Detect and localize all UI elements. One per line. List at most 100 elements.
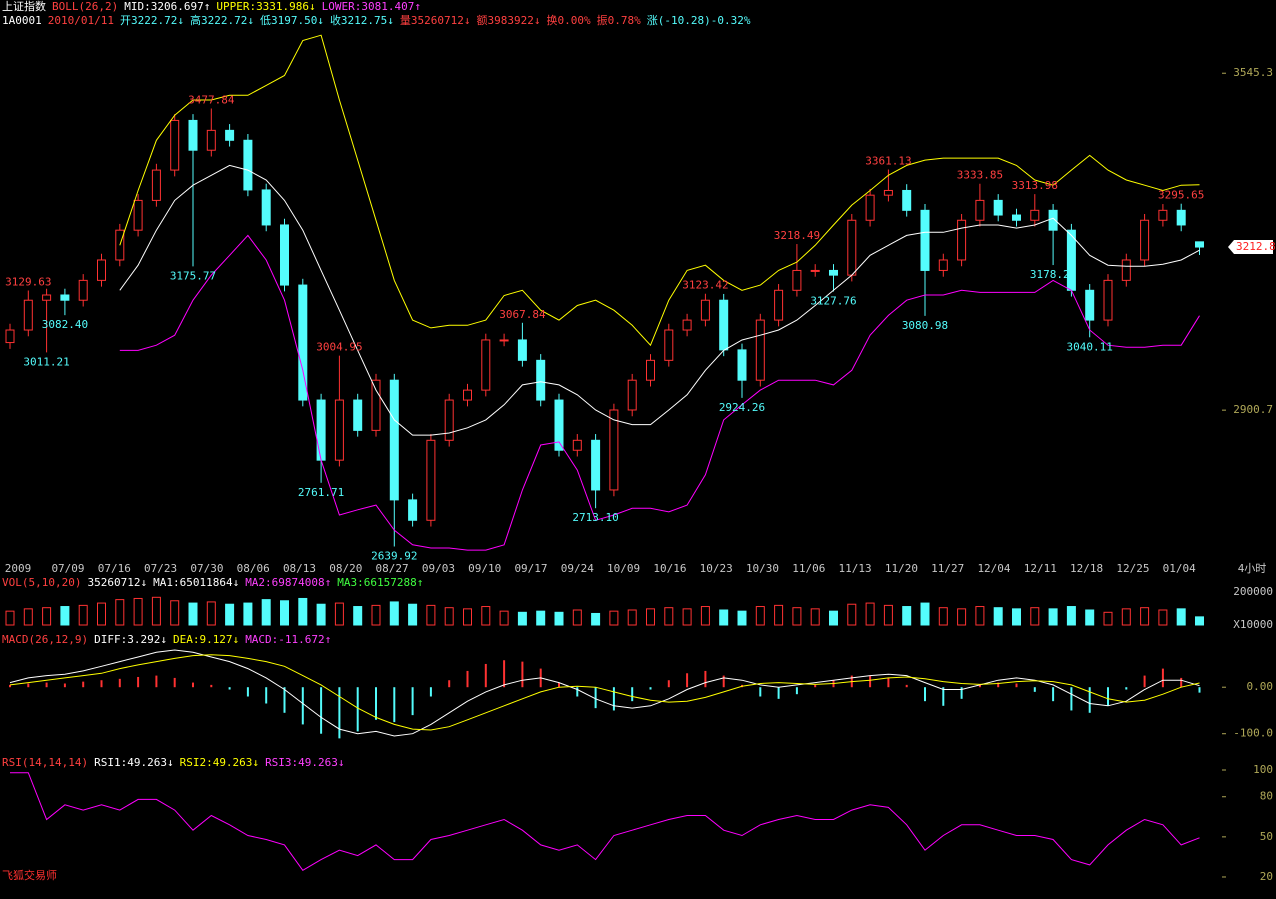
candle-body	[737, 349, 747, 381]
candle-body	[1140, 219, 1150, 261]
axis-label: X10000	[1233, 618, 1273, 631]
x-tick-label: 2009	[5, 562, 32, 575]
volume-bar	[572, 609, 582, 626]
candle-body	[1103, 279, 1113, 321]
candle-body	[902, 189, 912, 211]
volume-bar	[426, 604, 436, 626]
candle-body	[755, 319, 765, 381]
candle-body	[151, 169, 161, 201]
volume-bar	[78, 604, 88, 626]
high-label: 3123.42	[682, 279, 728, 292]
header-item: 收3212.75↓	[330, 13, 394, 27]
candle-body	[829, 269, 838, 276]
candle-body	[1195, 241, 1204, 248]
low-label: 3082.40	[42, 318, 88, 331]
volume-bar	[664, 607, 674, 626]
volume-bar	[957, 608, 967, 626]
candle-body	[847, 219, 857, 276]
volume-bar	[554, 611, 564, 626]
high-label: 3004.95	[316, 341, 362, 354]
volume-bar	[1030, 607, 1040, 626]
volume-bar	[5, 610, 15, 626]
volume-bar	[115, 599, 125, 626]
header-item: DIFF:3.292↓	[94, 633, 167, 646]
x-tick-label: 08/06	[237, 562, 270, 575]
candle-body	[499, 339, 509, 342]
volume-bar	[499, 610, 509, 626]
low-label: 3080.98	[902, 319, 948, 332]
series-line	[119, 164, 1200, 436]
volume-bar	[847, 603, 857, 626]
candle-body	[463, 389, 472, 401]
y-tick-label: 2900.7	[1233, 403, 1273, 416]
header-item: RSI3:49.263↓	[265, 756, 344, 769]
high-label: 3218.49	[774, 229, 820, 242]
candle-body	[1048, 209, 1058, 231]
header-item: MID:3206.697↑	[124, 0, 210, 13]
candle-body	[957, 219, 967, 261]
header-item: 开3222.72↓	[120, 14, 184, 27]
candle-body	[481, 339, 491, 391]
volume-bar	[774, 604, 784, 626]
candle-body	[682, 319, 692, 331]
volume-bar	[371, 604, 381, 626]
header-item: BOLL(26,2)	[52, 0, 118, 13]
candle-body	[810, 269, 820, 272]
candle-body	[353, 399, 363, 431]
volume-bar	[975, 606, 985, 626]
x-tick-label: 08/13	[283, 562, 316, 575]
series-line	[119, 234, 1200, 551]
candle-body	[1121, 259, 1131, 281]
candle-body	[389, 379, 399, 501]
volume-bar	[170, 600, 180, 626]
volume-bar	[1103, 611, 1113, 626]
volume-bar	[463, 608, 472, 626]
volume-bar	[261, 599, 271, 626]
header-line: 上证指数 BOLL(26,2) MID:3206.697↑ UPPER:3331.98…	[2, 0, 421, 13]
x-tick-label: 11/20	[885, 562, 918, 575]
candle-body	[975, 199, 985, 221]
volume-bar	[1066, 606, 1076, 626]
candle-body	[517, 339, 527, 361]
header-item: MA1:65011864↓	[153, 576, 239, 589]
volume-bar	[755, 606, 765, 626]
x-tick-label: 07/23	[144, 562, 177, 575]
volume-bar	[133, 597, 143, 626]
y-tick-label: 100	[1253, 763, 1273, 776]
candle-body	[700, 299, 710, 321]
x-tick-label: 12/04	[977, 562, 1010, 575]
candle-body	[42, 294, 52, 301]
header-item: 涨(-10.28)-0.32%	[647, 14, 751, 27]
x-tick-label: 09/17	[514, 562, 547, 575]
axis-label: 200000	[1233, 585, 1273, 598]
high-label: 3313.98	[1012, 179, 1058, 192]
candle-body	[719, 299, 729, 351]
header-item: 额3983922↓	[477, 14, 541, 27]
volume-bar	[627, 609, 637, 626]
candle-body	[408, 499, 418, 521]
high-label: 3477.84	[188, 93, 235, 106]
volume-bar	[408, 603, 418, 626]
x-tick-label: 09/10	[468, 562, 501, 575]
volume-bar	[23, 608, 33, 626]
header-line: RSI(14,14,14) RSI1:49.263↓ RSI2:49.263↓ RSI…	[2, 756, 345, 769]
x-tick-label: 11/06	[792, 562, 825, 575]
high-label: 3129.63	[5, 275, 51, 288]
low-label: 3178.29	[1030, 268, 1076, 281]
header-item: MA3:66157288↑	[337, 576, 423, 589]
volume-bar	[206, 601, 216, 626]
header-item: RSI(14,14,14)	[2, 756, 88, 769]
header-item: UPPER:3331.986↓	[216, 0, 315, 13]
header-item: 1A0001	[2, 14, 42, 27]
volume-bar	[1140, 607, 1150, 626]
volume-bar	[609, 610, 619, 626]
candle-body	[591, 439, 601, 491]
header-line: MACD(26,12,9) DIFF:3.292↓ DEA:9.127↓ MACD:-…	[2, 633, 331, 646]
header-item: VOL(5,10,20)	[2, 576, 81, 589]
volume-bar	[1176, 608, 1186, 626]
volume-bar	[389, 601, 399, 626]
candle-body	[23, 299, 33, 331]
candle-body	[646, 359, 655, 381]
y-tick-label: -100.0	[1233, 727, 1273, 740]
